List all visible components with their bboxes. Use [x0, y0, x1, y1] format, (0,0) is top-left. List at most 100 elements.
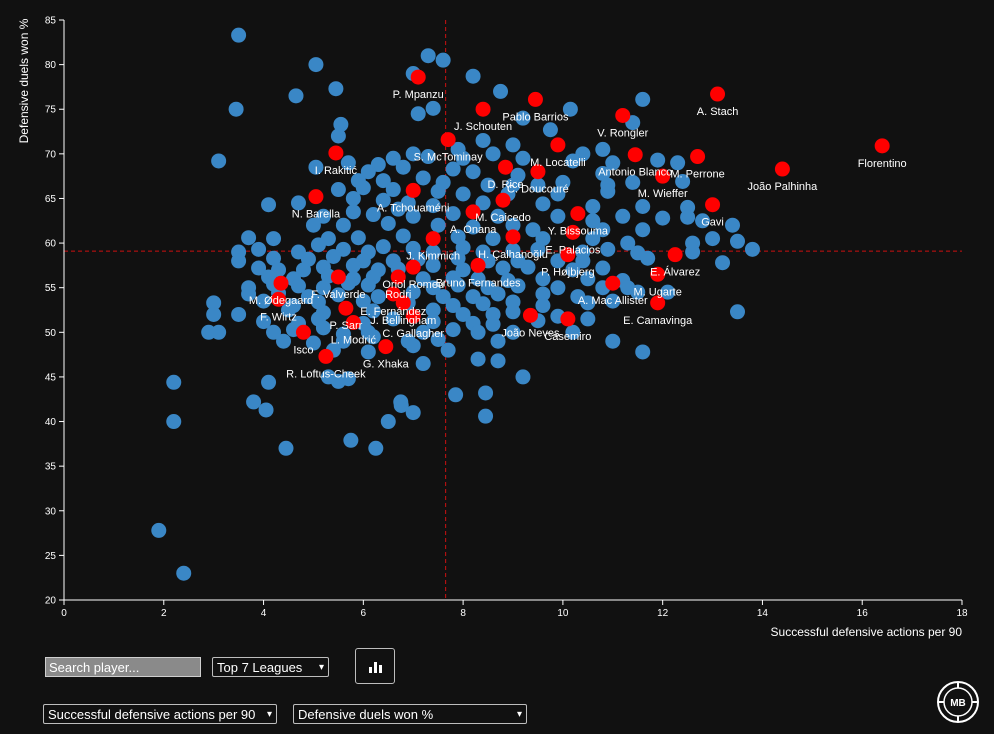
highlighted-point[interactable] [273, 275, 289, 291]
data-point[interactable] [630, 284, 646, 300]
data-point[interactable] [430, 331, 446, 347]
data-point[interactable] [510, 278, 526, 294]
data-point[interactable] [330, 373, 346, 389]
highlighted-point[interactable] [498, 159, 514, 175]
data-point[interactable] [425, 244, 441, 260]
data-point[interactable] [290, 195, 306, 211]
data-point[interactable] [375, 239, 391, 255]
highlighted-point[interactable] [405, 308, 421, 324]
data-point[interactable] [445, 298, 461, 314]
data-point[interactable] [385, 311, 401, 327]
data-point[interactable] [420, 149, 436, 165]
data-point[interactable] [231, 27, 247, 43]
data-point[interactable] [393, 397, 409, 413]
data-point[interactable] [430, 183, 446, 199]
data-point[interactable] [565, 153, 581, 169]
data-point[interactable] [445, 206, 461, 222]
highlighted-point[interactable] [318, 348, 334, 364]
data-point[interactable] [290, 278, 306, 294]
data-point[interactable] [435, 52, 451, 68]
data-point[interactable] [380, 414, 396, 430]
data-point[interactable] [620, 235, 636, 251]
data-point[interactable] [520, 259, 536, 275]
data-point[interactable] [535, 298, 551, 314]
data-point[interactable] [246, 394, 262, 410]
highlighted-point[interactable] [405, 259, 421, 275]
highlighted-point[interactable] [425, 231, 441, 247]
data-point[interactable] [635, 91, 651, 107]
data-point[interactable] [470, 351, 486, 367]
data-point[interactable] [425, 314, 441, 330]
data-point[interactable] [305, 335, 321, 351]
data-point[interactable] [410, 106, 426, 122]
data-point[interactable] [355, 180, 371, 196]
highlighted-point[interactable] [385, 286, 401, 302]
data-point[interactable] [276, 333, 292, 349]
data-point[interactable] [550, 208, 566, 224]
highlighted-point[interactable] [345, 314, 361, 330]
data-point[interactable] [478, 385, 494, 401]
highlighted-point[interactable] [874, 138, 890, 154]
data-point[interactable] [675, 174, 691, 190]
data-point[interactable] [530, 177, 546, 193]
chart-type-button[interactable] [355, 648, 395, 684]
data-point[interactable] [415, 271, 431, 287]
data-point[interactable] [266, 250, 282, 266]
data-point[interactable] [448, 387, 464, 403]
data-point[interactable] [605, 155, 621, 171]
data-point[interactable] [315, 280, 331, 296]
data-point[interactable] [615, 208, 631, 224]
highlighted-point[interactable] [655, 168, 671, 184]
highlighted-point[interactable] [395, 295, 411, 311]
data-point[interactable] [425, 100, 441, 116]
data-point[interactable] [415, 324, 431, 340]
highlighted-point[interactable] [605, 275, 621, 291]
highlighted-point[interactable] [530, 164, 546, 180]
data-point[interactable] [308, 159, 324, 175]
data-point[interactable] [380, 215, 396, 231]
data-point[interactable] [640, 250, 656, 266]
data-point[interactable] [231, 253, 247, 269]
highlighted-point[interactable] [570, 206, 586, 222]
data-point[interactable] [555, 174, 571, 190]
data-point[interactable] [605, 333, 621, 349]
data-point[interactable] [325, 248, 341, 264]
data-point[interactable] [365, 303, 381, 319]
data-point[interactable] [565, 262, 581, 278]
data-point[interactable] [330, 182, 346, 198]
data-point[interactable] [478, 408, 494, 424]
data-point[interactable] [430, 217, 446, 233]
data-point[interactable] [261, 197, 277, 213]
y-metric-select[interactable]: Defensive duels won % ▾ [293, 704, 527, 724]
data-point[interactable] [385, 150, 401, 166]
highlighted-point[interactable] [705, 197, 721, 213]
data-point[interactable] [455, 150, 471, 166]
data-point[interactable] [480, 177, 496, 193]
data-point[interactable] [625, 174, 641, 190]
data-point[interactable] [530, 241, 546, 257]
data-point[interactable] [525, 222, 541, 238]
highlighted-point[interactable] [560, 247, 576, 263]
data-point[interactable] [176, 565, 192, 581]
data-point[interactable] [535, 196, 551, 212]
data-point[interactable] [635, 344, 651, 360]
data-point[interactable] [405, 208, 421, 224]
data-point[interactable] [730, 233, 745, 249]
data-point[interactable] [405, 338, 421, 354]
data-point[interactable] [266, 231, 282, 247]
data-point[interactable] [365, 329, 381, 345]
data-point[interactable] [595, 141, 611, 157]
data-point[interactable] [495, 260, 511, 276]
data-point[interactable] [580, 311, 596, 327]
highlighted-point[interactable] [565, 224, 581, 240]
data-point[interactable] [333, 116, 349, 132]
data-point[interactable] [455, 262, 471, 278]
data-point[interactable] [490, 208, 506, 224]
highlighted-point[interactable] [465, 204, 481, 220]
highlighted-point[interactable] [627, 147, 643, 163]
highlighted-point[interactable] [475, 101, 491, 117]
data-point[interactable] [328, 81, 344, 97]
highlighted-point[interactable] [338, 300, 354, 316]
data-point[interactable] [475, 132, 491, 148]
data-point[interactable] [368, 440, 384, 456]
